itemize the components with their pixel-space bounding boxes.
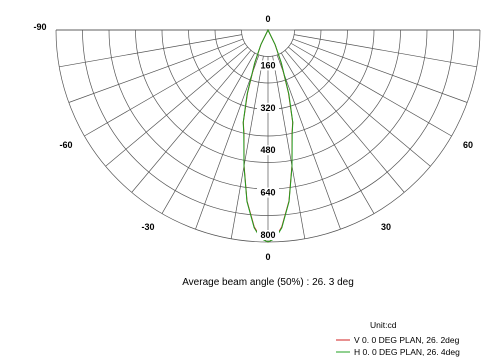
grid-spoke [131, 50, 252, 193]
grid-spoke [290, 42, 452, 137]
grid-spoke [68, 38, 244, 103]
angle-tick-label: -30 [141, 222, 154, 232]
radial-tick-label: 640 [260, 188, 275, 198]
radial-tick-label: 0 [265, 252, 270, 262]
radial-tick-bg [257, 187, 279, 198]
angle-tick-label: -90 [33, 22, 46, 32]
radial-tick-bg [257, 145, 279, 156]
radial-tick-label: 160 [260, 60, 275, 70]
grid-spoke [294, 34, 477, 68]
grid-spoke [195, 54, 260, 230]
legend-label-v: V 0. 0 DEG PLAN, 26. 2deg [354, 335, 460, 345]
grid-spoke [276, 54, 341, 230]
grid-spoke [105, 46, 248, 167]
series-line-h [242, 28, 294, 243]
grid-spoke [292, 38, 468, 103]
grid-spoke [84, 42, 246, 137]
grid-spoke [280, 52, 375, 214]
label-layer: -90 -60 -30 0 30 60 0 160 320 480 640 800 [33, 14, 473, 262]
radial-tick-bg [257, 230, 279, 240]
radial-tick-bg [257, 60, 279, 71]
angle-tick-label: 60 [463, 140, 473, 150]
grid-spoke [288, 46, 431, 167]
grid-spoke [59, 34, 242, 68]
legend: Unit:cd V 0. 0 DEG PLAN, 26. 2deg H 0. 0… [336, 320, 460, 357]
grid-spoke [272, 56, 306, 239]
angle-tick-label: 0 [265, 14, 270, 24]
series-layer [242, 28, 294, 243]
radial-tick-label: 800 [260, 230, 275, 240]
radial-tick-bg [257, 102, 279, 113]
angle-tick-label: 30 [381, 222, 391, 232]
legend-label-h: H 0. 0 DEG PLAN, 26. 4deg [354, 347, 460, 357]
angle-tick-label: -60 [59, 140, 72, 150]
radial-tick-label: 480 [260, 145, 275, 155]
grid-spoke [284, 50, 405, 193]
radial-tick-label: 320 [260, 103, 275, 113]
unit-label: Unit:cd [370, 320, 397, 330]
beam-angle-caption: Average beam angle (50%) : 26. 3 deg [182, 277, 354, 288]
grid-spoke [161, 52, 256, 214]
grid-spoke [230, 56, 264, 239]
